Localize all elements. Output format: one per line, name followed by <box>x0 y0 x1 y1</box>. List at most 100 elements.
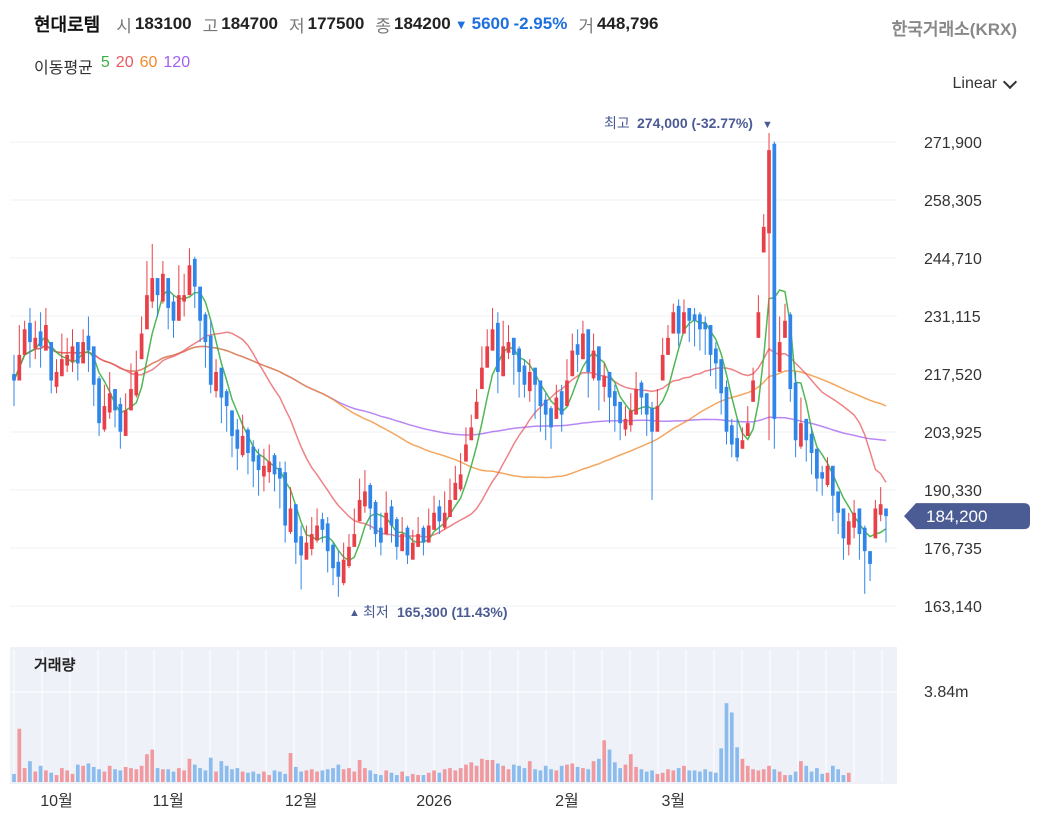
volume-bar <box>756 770 761 782</box>
candle-body <box>54 371 59 387</box>
candle-body <box>618 401 623 424</box>
candle <box>666 325 670 355</box>
candle <box>458 453 463 492</box>
candle <box>469 414 474 441</box>
candle <box>347 534 351 569</box>
ma-legend-20[interactable]: 20 <box>115 54 134 71</box>
candle-body <box>208 335 213 385</box>
volume-bar <box>581 768 585 782</box>
volume-bar <box>410 773 415 782</box>
candle-body <box>91 346 96 385</box>
candle-body <box>230 410 234 436</box>
candle-body <box>421 527 426 543</box>
volume-bar <box>538 770 543 782</box>
candle-body <box>581 333 585 360</box>
volume-bar <box>214 771 218 782</box>
candle-body <box>315 525 319 541</box>
volume-bar <box>703 769 708 782</box>
price-axis: 271,900 258,305 244,710 231,115 217,520 203,9… <box>924 135 982 616</box>
candle-body <box>309 534 314 550</box>
candle <box>772 141 777 449</box>
candle-body <box>129 389 133 411</box>
candle <box>607 371 612 424</box>
candle <box>682 299 686 334</box>
min-label: 최저 <box>363 604 389 620</box>
volume-tick-label: 3.84m <box>924 684 968 701</box>
volume-bar <box>91 766 96 782</box>
candle <box>320 512 325 543</box>
candle-body <box>426 525 431 543</box>
candle <box>713 342 718 390</box>
volume-bar <box>836 769 841 782</box>
candle-body <box>554 397 559 419</box>
candle <box>203 312 208 368</box>
volume-bar <box>219 761 224 782</box>
candle <box>400 517 405 552</box>
time-tick-label: 10월 <box>40 792 73 810</box>
candle-body <box>815 448 819 479</box>
candle-body <box>150 278 155 302</box>
candle-body <box>708 325 713 355</box>
volume-bar <box>203 770 208 782</box>
volume-bar <box>65 770 70 782</box>
ma-legend-60[interactable]: 60 <box>139 54 158 71</box>
volume-bar <box>405 776 410 782</box>
candle-body <box>676 305 681 334</box>
candle-body <box>182 295 187 302</box>
candle-body <box>671 312 676 334</box>
time-tick-label: 12월 <box>285 792 318 810</box>
change-percent: -2.95% <box>513 14 568 33</box>
candle-body <box>107 393 112 413</box>
scale-selector[interactable]: Linear <box>953 74 1018 93</box>
candle <box>815 448 819 492</box>
volume-bar <box>772 769 777 782</box>
ma-legend-5[interactable]: 5 <box>100 54 110 71</box>
high-label: 고 <box>202 16 219 36</box>
candle-body <box>176 295 181 321</box>
candle <box>729 418 734 458</box>
candle <box>602 363 607 402</box>
volume-bar <box>38 765 43 782</box>
volume-bar <box>176 768 181 782</box>
volume-bar <box>511 764 516 782</box>
volume-value: 448,796 <box>596 14 659 33</box>
candle-body <box>49 342 54 381</box>
candle-body <box>586 329 591 372</box>
volume-bar <box>240 771 245 782</box>
volume-bar <box>320 770 325 782</box>
candle <box>309 517 314 556</box>
candle <box>389 499 394 543</box>
volume-bar <box>155 768 160 782</box>
ma-legend-120[interactable]: 120 <box>163 54 191 71</box>
volume-bar <box>129 768 133 782</box>
candle-body <box>283 472 288 526</box>
candle <box>846 512 851 556</box>
price-tick-label: 203,925 <box>924 425 982 442</box>
candle <box>59 333 64 377</box>
candle-body <box>102 406 107 430</box>
candle <box>442 491 447 530</box>
volume-panel: 거래량 3.84m <box>10 647 968 784</box>
candle <box>38 312 43 368</box>
candle-body <box>59 359 64 377</box>
volume-bar <box>373 773 378 782</box>
candle-body <box>240 435 245 456</box>
volume-bar <box>788 775 793 782</box>
volume-bar <box>325 769 330 782</box>
candle-body <box>22 329 27 355</box>
moving-average-lines <box>13 288 887 562</box>
volume-bar <box>549 769 553 782</box>
price-tick-label: 163,140 <box>924 599 982 616</box>
candle-body <box>458 474 463 490</box>
volume-bar <box>341 769 346 782</box>
candle <box>129 363 133 411</box>
candle-body <box>161 273 165 302</box>
volume-bar <box>841 775 846 782</box>
candle-body <box>511 337 516 355</box>
time-tick-label: 3월 <box>662 792 686 810</box>
volume-bar <box>682 765 686 782</box>
candle <box>745 406 750 436</box>
volume-bar <box>767 765 771 782</box>
candle-body <box>735 438 739 458</box>
